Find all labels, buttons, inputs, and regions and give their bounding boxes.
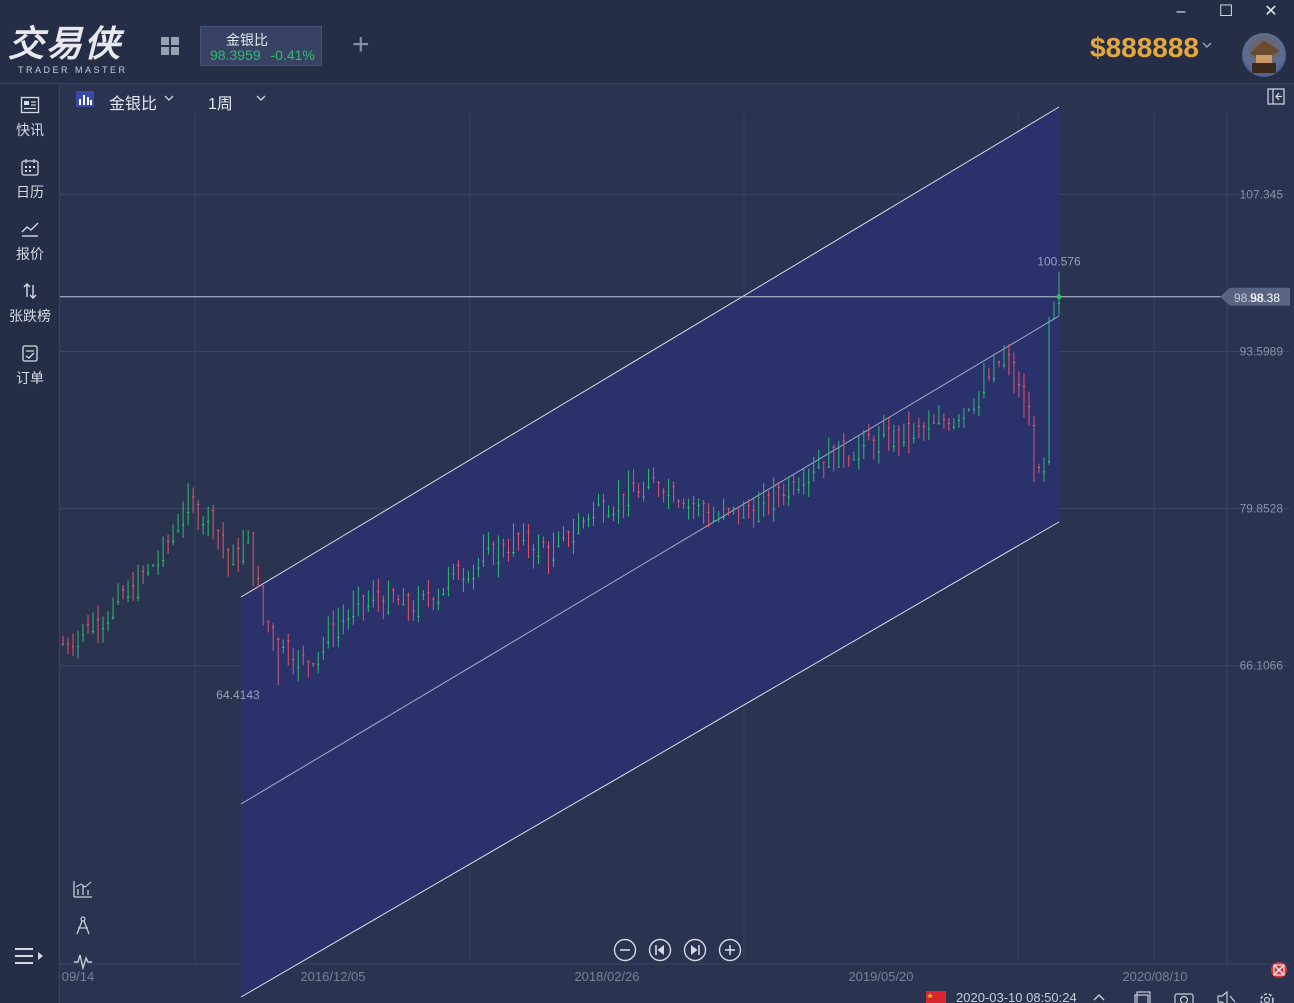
top-bar: 交易侠 TRADER MASTER 金银比 98.3959 -0.41% + –…: [0, 0, 1294, 84]
logo-text: 交易侠: [8, 23, 123, 64]
newsfeed-icon: [20, 96, 40, 114]
quote-chart-icon: [21, 222, 39, 237]
avatar[interactable]: [1242, 33, 1286, 77]
updown-arrows-icon: [23, 283, 37, 299]
add-tab-button[interactable]: +: [352, 28, 370, 61]
channel-upper-line: [240, 106, 1060, 598]
high-annotation: 100.576: [1037, 255, 1081, 269]
close-button[interactable]: ✕: [1264, 3, 1278, 20]
panel-toggle-icon[interactable]: [1267, 88, 1285, 105]
channel-mid-line: [240, 315, 1060, 805]
current-price-dot: [1056, 294, 1062, 300]
china-flag-icon: [926, 991, 946, 1003]
symbol-tab-quote: 98.3959 -0.41%: [210, 47, 315, 63]
candlestick-chart[interactable]: 107.345 93.5989 79.8528 66.1066 09/14 2016/12…: [60, 84, 1290, 1003]
chart-symbol-selector[interactable]: 金银比: [109, 90, 157, 114]
layers-icon[interactable]: [1134, 990, 1152, 1003]
grid-layout-icon[interactable]: [161, 37, 181, 57]
current-price-label: 98.38: [1250, 291, 1280, 305]
scroll-to-end-button[interactable]: [683, 938, 707, 962]
chart-period-selector[interactable]: 1周: [208, 90, 233, 114]
channel-lower-line: [240, 521, 1060, 998]
chart-period-label: 1周: [208, 96, 233, 113]
chevron-up-icon[interactable]: [1093, 993, 1105, 1001]
indicator-icon[interactable]: [73, 880, 93, 898]
regression-channel: [241, 107, 1059, 997]
account-balance[interactable]: $888888: [1090, 32, 1200, 63]
menu-expand-icon[interactable]: [14, 946, 46, 966]
x-tick-label: 2020/08/10: [1122, 969, 1187, 984]
sidebar-item-orders[interactable]: 订单: [0, 344, 60, 400]
sidebar-item-news[interactable]: 快讯: [0, 96, 60, 152]
chevron-down-icon[interactable]: [164, 94, 174, 102]
current-price-label-back: 98.58: [1234, 291, 1264, 305]
minimize-button[interactable]: –: [1176, 3, 1186, 20]
chevron-down-icon[interactable]: [256, 94, 266, 102]
status-datetime: 2020-03-10 08:50:24: [956, 990, 1077, 1003]
maximize-button[interactable]: ☐: [1218, 3, 1234, 20]
status-bar: 2020-03-10 08:50:24: [860, 987, 1294, 1003]
y-tick-label: 93.5989: [1240, 344, 1284, 358]
x-tick-label: 2016/12/05: [300, 969, 365, 984]
chart-toolbar: 金银比 1周: [60, 84, 1290, 114]
y-tick-label: 79.8528: [1240, 502, 1284, 516]
sidebar: 快讯 日历 报价 张跌: [0, 84, 60, 1003]
chevron-down-icon[interactable]: [1202, 40, 1212, 50]
mute-icon[interactable]: [1216, 990, 1236, 1003]
calendar-icon: [21, 159, 39, 176]
remove-chart-icon[interactable]: [1270, 961, 1288, 979]
settings-gear-icon[interactable]: [1258, 990, 1276, 1003]
symbol-tab-change: -0.41%: [270, 47, 315, 63]
symbol-tab[interactable]: 金银比 98.3959 -0.41%: [200, 26, 322, 66]
order-icon: [22, 345, 38, 362]
sidebar-item-label: 报价: [16, 246, 44, 262]
bar-chart-icon[interactable]: [76, 91, 94, 107]
x-tick-label: 2019/05/20: [848, 969, 913, 984]
sidebar-item-calendar[interactable]: 日历: [0, 158, 60, 214]
zoom-in-button[interactable]: [718, 938, 742, 962]
logo-subtitle: TRADER MASTER: [18, 65, 128, 75]
symbol-tab-price: 98.3959: [210, 47, 261, 63]
zoom-out-button[interactable]: [613, 938, 637, 962]
x-tick-label: 09/14: [62, 969, 95, 984]
y-tick-label: 66.1066: [1240, 659, 1284, 673]
camera-icon[interactable]: [1174, 990, 1194, 1003]
sidebar-item-ranking[interactable]: 张跌榜: [0, 282, 60, 338]
sidebar-item-label: 张跌榜: [9, 308, 51, 324]
y-tick-label: 107.345: [1240, 187, 1284, 201]
logo: 交易侠 TRADER MASTER: [8, 24, 134, 76]
waveform-icon[interactable]: [73, 952, 93, 970]
low-annotation: 64.4143: [216, 688, 260, 702]
current-price-tag: [1220, 287, 1290, 306]
symbol-tab-name: 金银比: [226, 32, 268, 48]
sidebar-item-label: 快讯: [16, 122, 44, 138]
sidebar-item-label: 订单: [16, 370, 44, 386]
sidebar-item-label: 日历: [16, 184, 44, 200]
chart-symbol-label: 金银比: [109, 96, 158, 113]
drawing-compass-icon[interactable]: [74, 916, 92, 936]
x-tick-label: 2018/02/26: [574, 969, 639, 984]
scroll-to-start-button[interactable]: [648, 938, 672, 962]
sidebar-item-quotes[interactable]: 报价: [0, 220, 60, 276]
chart-area[interactable]: 107.345 93.5989 79.8528 66.1066 09/14 2016/12…: [60, 84, 1290, 1003]
